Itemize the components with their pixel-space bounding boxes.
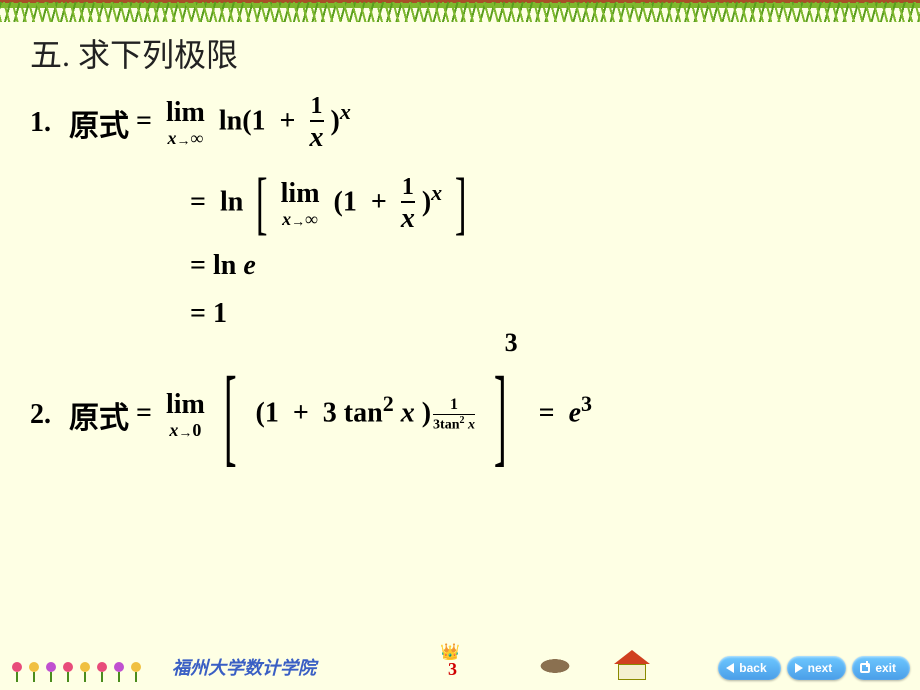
flower-row-icon [10,662,143,682]
page-number: 3 [448,659,457,680]
next-button[interactable]: next [787,656,847,680]
house-icon [610,650,654,680]
back-button[interactable]: back [718,656,780,680]
math-line-1c: = ln e [190,250,256,282]
math-line-2: = lim x→0 [ (1 + 3 tan2 x ) 1 3tan2 x ]3… [129,370,592,460]
math-line-1b: = ln [ lim x→∞ (1 + 1x )x ] [190,174,472,234]
item-number-2: 2. [30,399,51,431]
heading: 五. 求下列极限 [30,30,890,76]
item-label-2: 原式 [69,393,129,437]
footer-credit: 福州大学数计学院 [172,654,316,680]
problem-2: 2. 原式 = lim x→0 [ (1 + 3 tan2 x ) 1 3tan… [30,370,890,460]
exit-button[interactable]: exit [852,656,910,680]
top-grass-border [0,0,920,22]
item-label-1: 原式 [69,101,129,145]
mole-icon [530,654,580,678]
math-line-1a: = lim x→∞ ln(1 + 1x )x [129,94,351,152]
nav-buttons: back next exit [718,656,910,680]
footer-decoration: 福州大学数计学院 👑 3 back next exit [0,650,920,682]
math-line-1d: = 1 [190,298,227,330]
problem-1: 1. 原式 = lim x→∞ ln(1 + 1x )x = ln [ [30,94,890,330]
item-number-1: 1. [30,107,51,139]
slide-content: 五. 求下列极限 1. 原式 = lim x→∞ ln(1 + 1x )x = … [30,30,890,640]
